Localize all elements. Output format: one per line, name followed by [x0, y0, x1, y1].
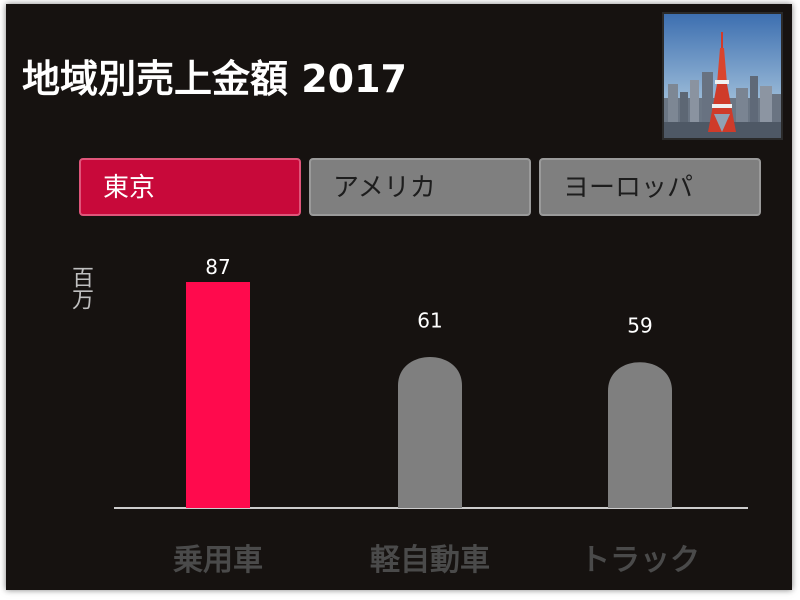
data-label-1: 61: [417, 309, 442, 333]
page-title: 地域別売上金額 2017: [22, 57, 407, 101]
data-label-0: 87: [205, 255, 230, 279]
bar-0: [186, 282, 250, 508]
data-label-2: 59: [627, 314, 652, 338]
slide: 地域別売上金額 2017: [6, 4, 792, 590]
category-label-2: トラック: [580, 543, 700, 578]
bar-chart: 87 乗用車 61 軽自動車 59 トラック: [114, 255, 748, 578]
tab-america[interactable]: アメリカ: [309, 158, 531, 216]
y-axis-label: 百万: [68, 266, 93, 310]
category-label-0: 乗用車: [173, 543, 263, 578]
tab-europe[interactable]: ヨーロッパ: [539, 158, 761, 216]
tokyo-tower-photo: [662, 12, 783, 140]
tokyo-tower-image: [664, 14, 781, 138]
chart: 87 乗用車 61 軽自動車 59 トラック: [6, 4, 792, 590]
tab-tokyo[interactable]: 東京: [79, 158, 301, 216]
bar-2: [608, 362, 672, 508]
bar-1: [398, 357, 462, 508]
category-label-1: 軽自動車: [370, 543, 490, 578]
